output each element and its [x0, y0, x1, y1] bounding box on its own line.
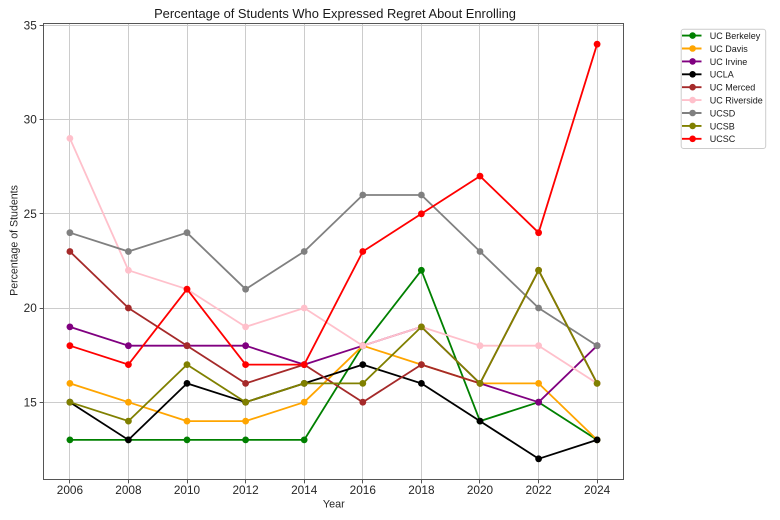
svg-text:2018: 2018	[408, 483, 435, 497]
svg-text:30: 30	[24, 113, 38, 127]
svg-text:Year: Year	[323, 499, 345, 511]
svg-text:35: 35	[24, 19, 38, 33]
svg-text:Percentage of Students Who Exp: Percentage of Students Who Expressed Reg…	[154, 6, 516, 21]
svg-text:UC Irvine: UC Irvine	[710, 57, 748, 67]
svg-text:2008: 2008	[115, 483, 142, 497]
svg-text:UC Davis: UC Davis	[710, 44, 749, 54]
svg-text:2012: 2012	[232, 483, 258, 497]
svg-text:Percentage of Students: Percentage of Students	[8, 185, 20, 296]
svg-text:UC Berkeley: UC Berkeley	[710, 31, 761, 41]
svg-text:2010: 2010	[174, 483, 201, 497]
svg-text:20: 20	[24, 301, 38, 315]
svg-text:UCSD: UCSD	[710, 108, 736, 118]
svg-text:UC Riverside: UC Riverside	[710, 96, 763, 106]
svg-text:2016: 2016	[350, 483, 377, 497]
svg-text:2014: 2014	[291, 483, 318, 497]
svg-text:2006: 2006	[57, 483, 84, 497]
svg-text:UCLA: UCLA	[710, 70, 734, 80]
svg-text:2022: 2022	[525, 483, 551, 497]
svg-text:UCSB: UCSB	[710, 121, 735, 131]
svg-text:2024: 2024	[584, 483, 611, 497]
svg-text:UC Merced: UC Merced	[710, 83, 756, 93]
svg-text:15: 15	[24, 395, 38, 409]
svg-text:25: 25	[24, 207, 38, 221]
svg-text:UCSC: UCSC	[710, 134, 736, 144]
svg-text:2020: 2020	[467, 483, 494, 497]
